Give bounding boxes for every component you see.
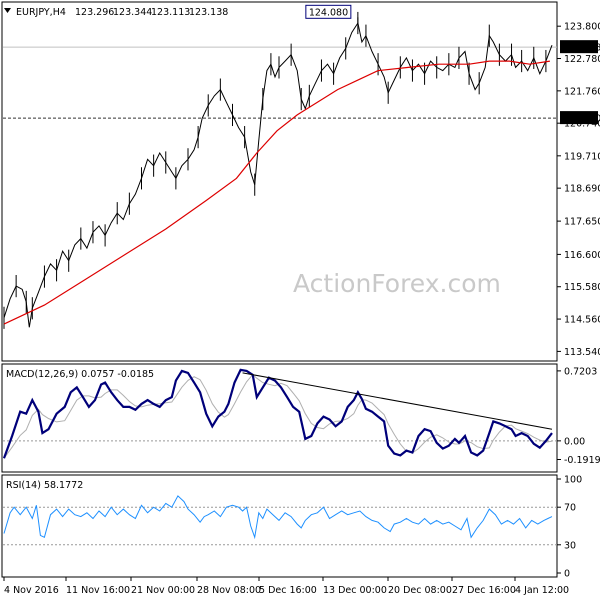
price-line (3, 21, 553, 328)
rsi-tick-label: 70 (564, 503, 576, 514)
price-tick-label: 116.600 (564, 250, 600, 261)
level-badge-bg (560, 111, 598, 125)
price-tick-label: 118.690 (564, 184, 600, 195)
macd-signal-line (3, 373, 553, 459)
macd-series (2, 368, 557, 459)
level-badge: 120.900 (560, 111, 600, 125)
macd-tick-label: 0.00 (564, 436, 585, 447)
price-tick-label: 123.800 (564, 22, 600, 33)
price-series: 124.080 123.138 120.900 (3, 4, 600, 329)
time-tick-label: 4 Jan 12:00 (515, 585, 569, 596)
macd-tick-label: 0.7203 (564, 366, 597, 377)
time-tick-label: 13 Dec 00:00 (323, 585, 387, 596)
macd-label: MACD(12,26,9) 0.0757 -0.0185 (6, 369, 154, 380)
watermark: ActionForex.com (293, 269, 501, 298)
quote-high: 123.344 (113, 7, 152, 18)
level-badge-label: 120.900 (562, 114, 600, 125)
macd-panel-frame (1, 363, 558, 473)
rsi-label: RSI(14) 58.1772 (6, 480, 83, 491)
moving-average-line (3, 60, 550, 325)
rsi-tick-label: 30 (564, 540, 576, 551)
price-panel: 123.800 122.780 121.760 120.740 119.710 118.6… (1, 1, 600, 362)
rsi-panel: RSI(14) 58.1772 100 70 30 0 (1, 474, 582, 580)
price-tick-label: 115.580 (564, 282, 600, 293)
rsi-panel-frame (1, 474, 558, 578)
time-tick-label: 5 Dec 16:00 (259, 585, 317, 596)
time-tick-label: 28 Nov 08:00 (197, 585, 261, 596)
price-tick-label: 121.760 (564, 86, 600, 97)
symbol-label: EURJPY,H4 (16, 7, 66, 18)
rsi-tick-label: 0 (564, 569, 570, 580)
current-price-badge-bg (560, 40, 598, 54)
price-tick-label: 120.740 (564, 119, 600, 130)
rsi-series (3, 495, 557, 546)
price-axis: 123.800 122.780 121.760 120.740 119.710 118.6… (557, 22, 600, 358)
quote-low: 123.113 (151, 7, 190, 18)
quote-open: 123.296 (75, 7, 114, 18)
time-axis: 4 Nov 2016 11 Nov 16:00 21 Nov 00:00 28 Nov… (3, 577, 569, 596)
time-tick-label: 27 Dec 16:00 (452, 585, 516, 596)
peak-label-box (305, 4, 352, 19)
price-tick-label: 117.650 (564, 217, 600, 228)
macd-axis: 0.7203 0.00 -0.1919 (557, 366, 600, 466)
price-panel-frame (1, 1, 558, 362)
macd-panel: MACD(12,26,9) 0.0757 -0.0185 0.7203 0.00 -… (1, 363, 600, 473)
time-tick-label: 4 Nov 2016 (4, 585, 59, 596)
price-tick-label: 122.780 (564, 54, 600, 65)
price-tick-label: 114.560 (564, 315, 600, 326)
dropdown-arrow-icon[interactable] (4, 8, 11, 13)
rsi-axis: 100 70 30 0 (557, 475, 582, 580)
current-price-badge: 123.138 (560, 40, 600, 54)
quote-close: 123.138 (189, 7, 228, 18)
rsi-tick-label: 100 (564, 475, 582, 486)
price-tick-label: 113.540 (564, 347, 600, 358)
time-tick-label: 11 Nov 16:00 (66, 585, 130, 596)
peak-label: 124.080 (309, 7, 348, 18)
time-tick-label: 21 Nov 00:00 (131, 585, 195, 596)
price-tick-label: 119.710 (564, 151, 600, 162)
macd-trendline (242, 372, 553, 430)
macd-line (2, 368, 553, 459)
rsi-line (3, 495, 553, 540)
current-price-badge-label: 123.138 (562, 43, 600, 54)
macd-tick-label: -0.1919 (564, 455, 600, 466)
time-tick-label: 20 Dec 08:00 (388, 585, 452, 596)
